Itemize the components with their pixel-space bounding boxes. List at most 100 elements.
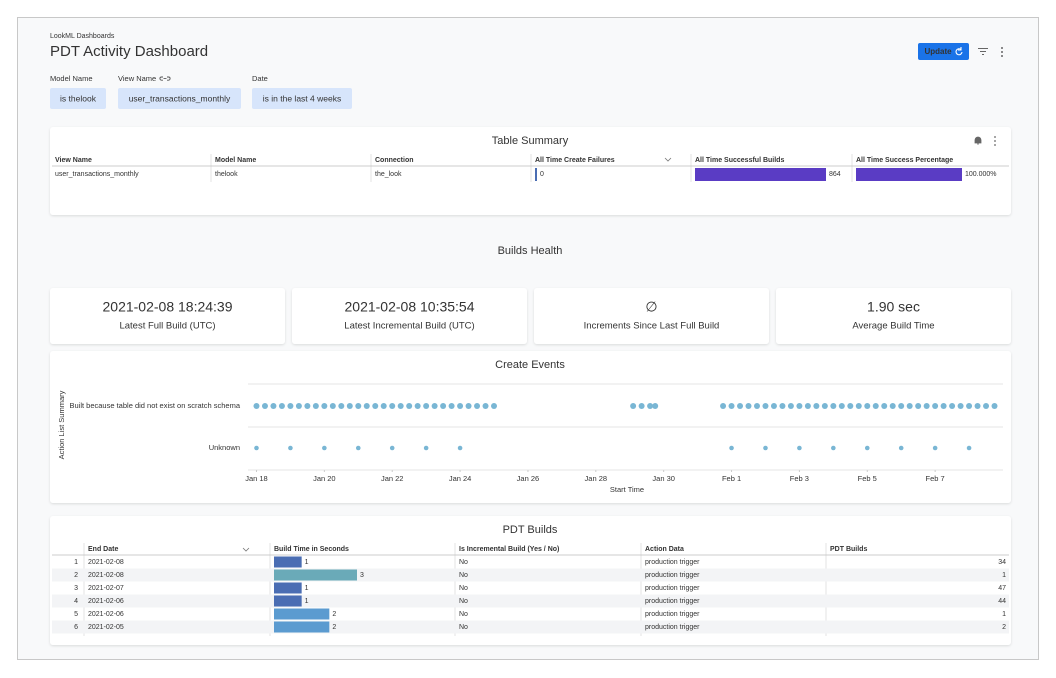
event-point (915, 403, 922, 409)
event-point (898, 403, 905, 409)
cell-text: production trigger (645, 572, 700, 579)
event-point (254, 445, 259, 451)
x-tick-label: Feb 5 (858, 474, 877, 483)
event-point (966, 445, 972, 451)
section-title: Builds Health (498, 245, 563, 257)
event-point (864, 445, 870, 451)
event-point (957, 403, 964, 409)
event-point (457, 403, 464, 409)
event-point (287, 403, 294, 409)
event-point (797, 445, 802, 451)
bell-icon[interactable] (974, 136, 982, 145)
cell-text: No (459, 611, 468, 618)
bar-label: 100.000% (965, 171, 997, 178)
kpi-value: 2021-02-08 10:35:54 (345, 299, 475, 315)
bar (274, 621, 330, 633)
event-point (261, 403, 268, 409)
event-point (864, 403, 871, 409)
event-point (278, 403, 285, 409)
column-header: PDT Builds (830, 546, 867, 553)
event-point (728, 403, 735, 409)
cell-text: No (459, 598, 468, 605)
event-point (380, 403, 387, 409)
event-point (431, 403, 438, 409)
x-tick-label: Jan 20 (313, 474, 336, 483)
bar (535, 168, 537, 181)
event-point (821, 403, 828, 409)
event-point (991, 403, 998, 409)
filter-value[interactable]: is in the last 4 weeks (263, 93, 341, 103)
event-point (881, 403, 888, 409)
event-point (737, 403, 744, 409)
event-point (787, 403, 794, 409)
x-tick-label: Jan 24 (449, 474, 472, 483)
column-header: All Time Successful Builds (695, 157, 784, 164)
refresh-icon (955, 47, 963, 56)
x-tick-label: Jan 18 (245, 474, 268, 483)
event-point (753, 403, 760, 409)
event-point (855, 403, 862, 409)
filter-label: Model Name (50, 74, 93, 83)
event-point (729, 445, 734, 451)
event-point (322, 445, 327, 451)
cell-text: No (459, 572, 468, 579)
menu-dot (994, 136, 996, 138)
event-point (329, 403, 336, 409)
row-stripe (52, 594, 1009, 608)
row-number: 1 (74, 559, 78, 566)
event-point (762, 403, 769, 409)
bar (274, 582, 302, 594)
cell-number: 1 (1002, 572, 1006, 579)
event-point (932, 403, 939, 409)
cell-text: 2021-02-05 (88, 624, 124, 631)
sort-icon (664, 157, 672, 162)
breadcrumb[interactable]: LookML Dashboards (50, 33, 115, 40)
row-number: 6 (74, 624, 78, 631)
event-point (813, 403, 820, 409)
cell-text: No (459, 559, 468, 566)
filter-chip[interactable] (118, 88, 241, 109)
event-point (312, 403, 319, 409)
bar (695, 168, 826, 181)
event-point (397, 403, 404, 409)
bar (274, 569, 357, 581)
event-point (630, 403, 637, 409)
cell-text: user_transactions_monthly (55, 171, 139, 178)
bar-label: 2 (332, 611, 336, 618)
chart-title: Create Events (495, 359, 565, 371)
filter-chip[interactable] (252, 88, 352, 109)
sort-icon (242, 547, 250, 552)
cell-text: 2021-02-06 (88, 611, 124, 618)
event-point (770, 403, 777, 409)
event-point (831, 445, 836, 451)
row-number: 3 (74, 585, 78, 592)
menu-icon[interactable] (1001, 47, 1003, 57)
event-point (838, 403, 845, 409)
event-point (966, 403, 973, 409)
kpi-label: Latest Full Build (UTC) (119, 321, 215, 332)
event-point (847, 403, 854, 409)
event-point (363, 403, 370, 409)
filter-value[interactable]: user_transactions_monthly (129, 93, 231, 103)
event-point (321, 403, 328, 409)
kpi-value: ∅ (645, 299, 657, 315)
cell-number: 2 (1002, 624, 1006, 631)
update-button[interactable] (918, 43, 969, 60)
card-title: Table Summary (492, 135, 569, 147)
filter-value[interactable]: is thelook (60, 93, 97, 103)
x-tick-label: Jan 28 (585, 474, 608, 483)
event-point (372, 403, 379, 409)
row-number: 5 (74, 611, 78, 618)
cell-number: 1 (1002, 611, 1006, 618)
event-point (346, 403, 353, 409)
filter-chip[interactable] (50, 88, 106, 109)
event-point (932, 445, 938, 451)
filter-label: Date (252, 74, 268, 83)
update-button-label[interactable]: Update (924, 47, 952, 56)
row-stripe (52, 568, 1009, 582)
y-category-label: Built because table did not exist on scr… (69, 401, 240, 410)
filter-icon[interactable] (978, 47, 988, 56)
link-icon[interactable] (159, 76, 171, 81)
